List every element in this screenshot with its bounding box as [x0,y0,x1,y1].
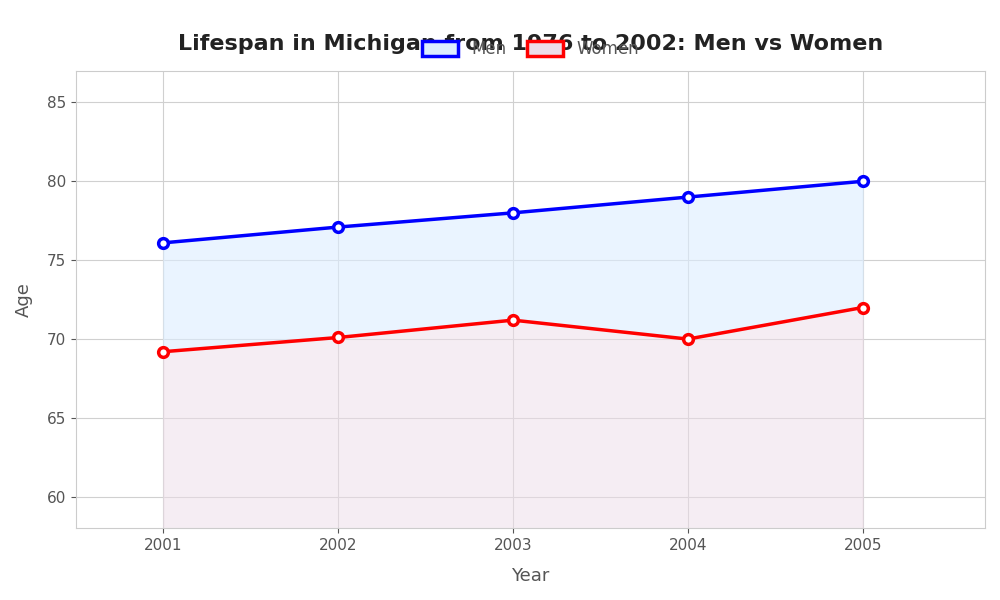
Legend: Men, Women: Men, Women [415,34,646,65]
Title: Lifespan in Michigan from 1976 to 2002: Men vs Women: Lifespan in Michigan from 1976 to 2002: … [178,34,883,54]
Y-axis label: Age: Age [15,282,33,317]
X-axis label: Year: Year [511,567,550,585]
